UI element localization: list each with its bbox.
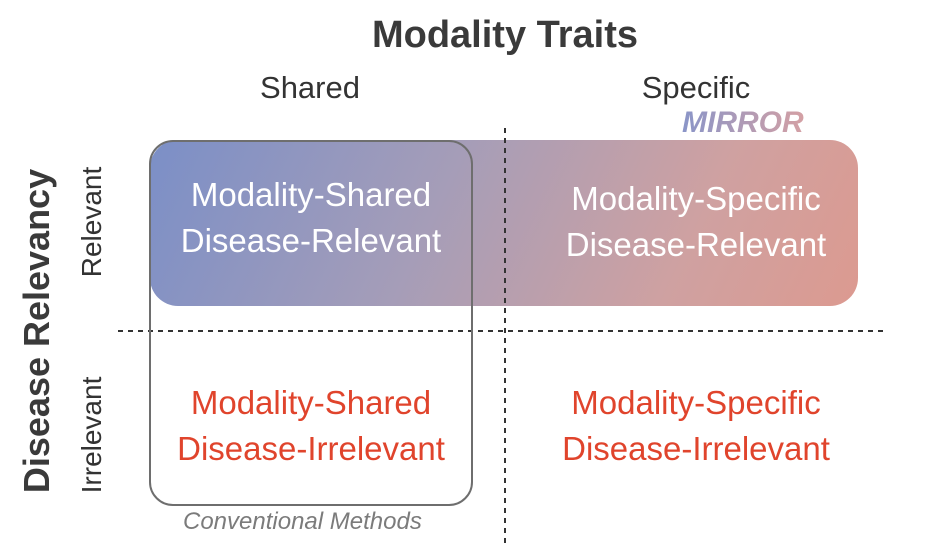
cell-specific-irrelevant: Modality-Specific Disease-Irrelevant — [516, 380, 876, 472]
cell-line-1: Modality-Shared — [190, 176, 432, 213]
cell-line-1: Modality-Specific — [571, 384, 821, 421]
mirror-label: MIRROR — [682, 106, 804, 139]
cell-line-2: Disease-Relevant — [565, 226, 827, 263]
cell-line-2: Disease-Irrelevant — [177, 430, 445, 467]
cell-line-1: Modality-Shared — [190, 384, 432, 421]
cell-line-2: Disease-Irrelevant — [562, 430, 830, 467]
conventional-methods-label: Conventional Methods — [183, 508, 422, 535]
conventional-methods-region — [149, 140, 473, 506]
cell-shared-relevant: Modality-Shared Disease-Relevant — [131, 172, 491, 264]
column-label-shared: Shared — [260, 70, 360, 105]
cell-line-2: Disease-Relevant — [180, 222, 442, 259]
cell-specific-relevant: Modality-Specific Disease-Relevant — [516, 176, 876, 268]
cell-line-1: Modality-Specific — [571, 180, 821, 217]
diagram-title: Modality Traits — [371, 14, 639, 56]
column-label-specific: Specific — [641, 70, 751, 105]
cell-shared-irrelevant: Modality-Shared Disease-Irrelevant — [131, 380, 491, 472]
